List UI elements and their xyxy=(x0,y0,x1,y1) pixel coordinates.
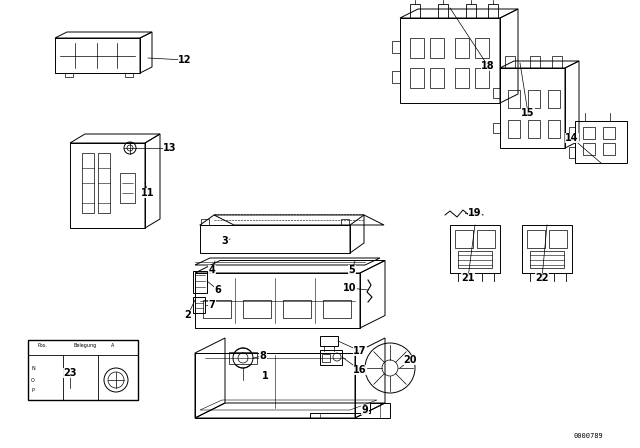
Bar xyxy=(320,336,338,346)
Text: 7: 7 xyxy=(209,300,216,310)
Text: 12: 12 xyxy=(179,55,192,65)
Polygon shape xyxy=(229,352,257,364)
Bar xyxy=(203,300,231,318)
Text: 23: 23 xyxy=(63,368,77,378)
Text: 19: 19 xyxy=(468,208,482,218)
Text: 3: 3 xyxy=(221,236,228,246)
Text: 8: 8 xyxy=(260,351,266,361)
Text: 16: 16 xyxy=(353,365,367,375)
Text: 9: 9 xyxy=(362,405,369,415)
Bar xyxy=(477,230,495,248)
Text: 1: 1 xyxy=(262,371,268,381)
Text: 14: 14 xyxy=(565,133,579,143)
Text: 10: 10 xyxy=(343,283,356,293)
Text: 15: 15 xyxy=(521,108,535,118)
Bar xyxy=(583,127,595,139)
Bar xyxy=(508,90,520,108)
Text: A: A xyxy=(111,343,115,348)
Bar xyxy=(283,300,311,318)
Text: N: N xyxy=(31,366,35,371)
Bar xyxy=(530,251,564,268)
Text: 4: 4 xyxy=(209,265,216,275)
Text: 17: 17 xyxy=(353,346,367,356)
Text: 22: 22 xyxy=(535,273,548,283)
Text: 20: 20 xyxy=(403,355,417,365)
Bar xyxy=(583,143,595,155)
Bar xyxy=(455,68,469,88)
Text: 2: 2 xyxy=(184,310,191,320)
Bar xyxy=(603,143,615,155)
Text: 0000789: 0000789 xyxy=(573,433,603,439)
Bar xyxy=(475,38,489,58)
Text: P: P xyxy=(31,388,34,393)
Text: 13: 13 xyxy=(163,143,177,153)
Text: 18: 18 xyxy=(481,61,495,71)
Bar xyxy=(430,68,444,88)
Bar xyxy=(120,173,135,203)
Bar xyxy=(243,300,271,318)
Bar xyxy=(450,225,500,273)
Bar xyxy=(430,38,444,58)
Bar xyxy=(323,300,351,318)
Bar xyxy=(548,90,560,108)
Bar xyxy=(322,354,330,362)
Bar xyxy=(28,340,138,400)
Bar xyxy=(458,251,492,268)
Bar xyxy=(475,68,489,88)
Text: 21: 21 xyxy=(461,273,475,283)
Bar xyxy=(320,350,342,365)
Text: 5: 5 xyxy=(349,265,355,275)
Text: 11: 11 xyxy=(141,188,155,198)
Bar xyxy=(548,120,560,138)
Bar xyxy=(603,127,615,139)
Bar xyxy=(455,230,473,248)
Bar xyxy=(527,230,545,248)
Bar xyxy=(528,120,540,138)
Bar xyxy=(410,68,424,88)
Bar xyxy=(528,90,540,108)
Text: Belegung: Belegung xyxy=(73,343,96,348)
Bar xyxy=(549,230,567,248)
Bar xyxy=(508,120,520,138)
Text: O: O xyxy=(31,378,35,383)
Bar xyxy=(575,121,627,163)
Bar xyxy=(410,38,424,58)
Text: 6: 6 xyxy=(214,285,221,295)
Bar xyxy=(455,38,469,58)
Bar xyxy=(522,225,572,273)
Text: Pos.: Pos. xyxy=(38,343,48,348)
